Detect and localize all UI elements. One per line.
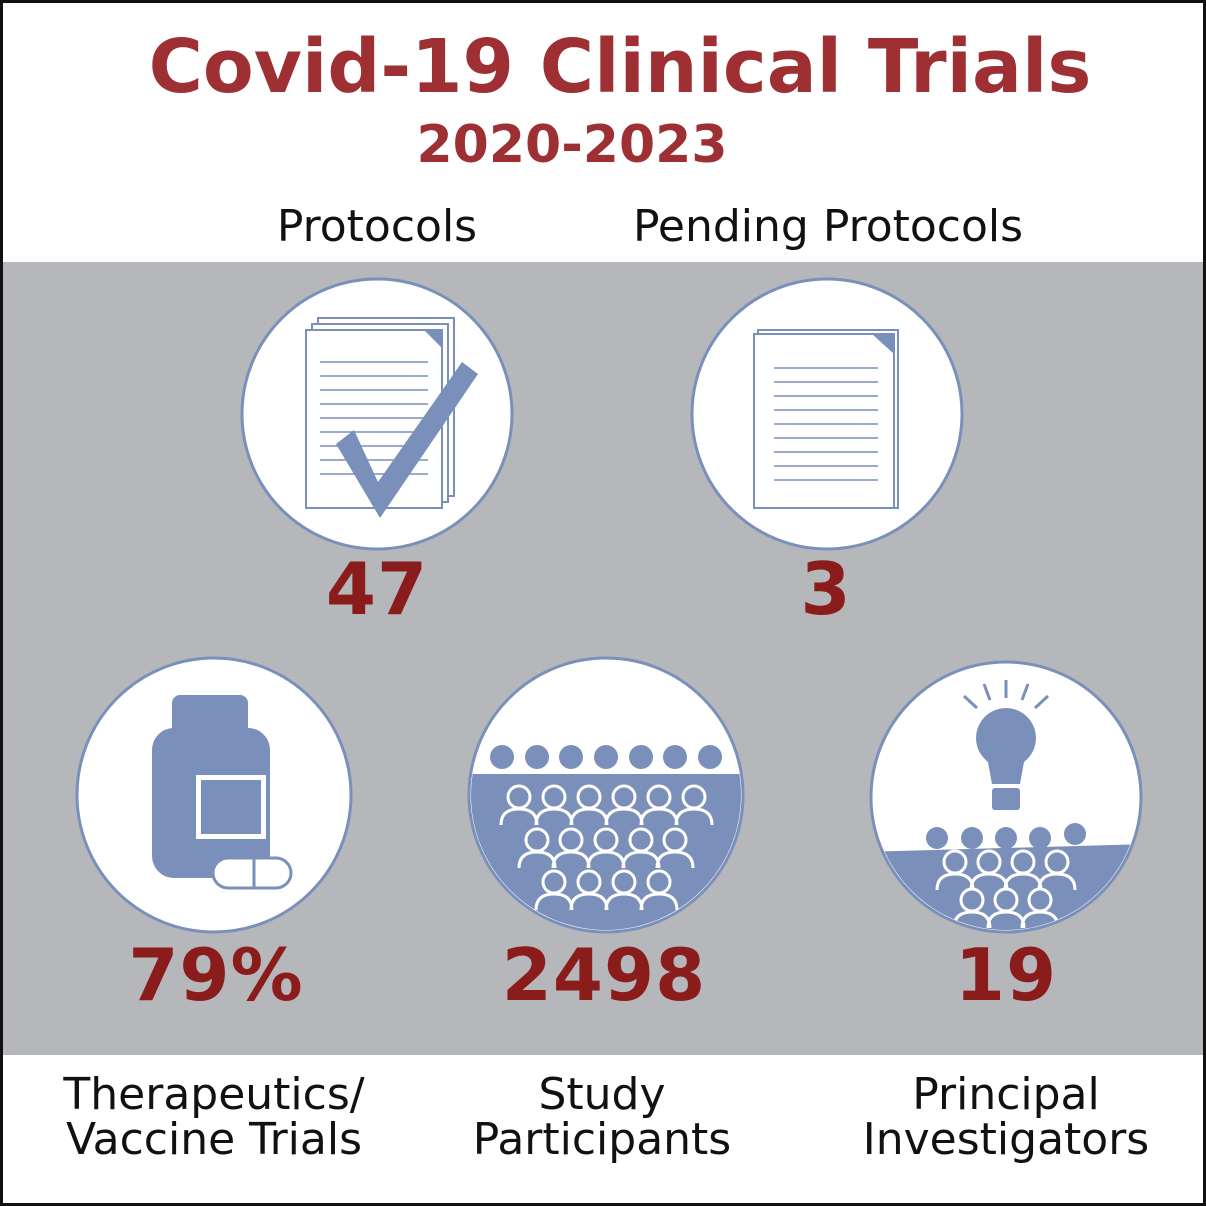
stat-value: 3 [800, 547, 851, 631]
stat-value: 79% [128, 933, 303, 1017]
stat-label: Pending Protocols [633, 201, 1023, 252]
stat-label: Vaccine Trials [66, 1114, 362, 1165]
stat-label: Study [538, 1069, 665, 1120]
stat-value: 47 [326, 547, 428, 631]
stat-label: Investigators [863, 1114, 1149, 1165]
stat-value: 19 [955, 933, 1057, 1017]
stat-label: Principal [912, 1069, 1100, 1120]
title: Covid-19 Clinical Trials [149, 24, 1092, 110]
stat-value: 2498 [502, 933, 706, 1017]
protocols-icon [240, 277, 514, 551]
bottle-icon [75, 656, 353, 934]
stat-label: Therapeutics/ [62, 1069, 364, 1120]
stat-label: Participants [473, 1114, 731, 1165]
stat-label: Protocols [277, 201, 477, 252]
pending-icon [690, 277, 964, 551]
subtitle: 2020-2023 [416, 115, 727, 175]
